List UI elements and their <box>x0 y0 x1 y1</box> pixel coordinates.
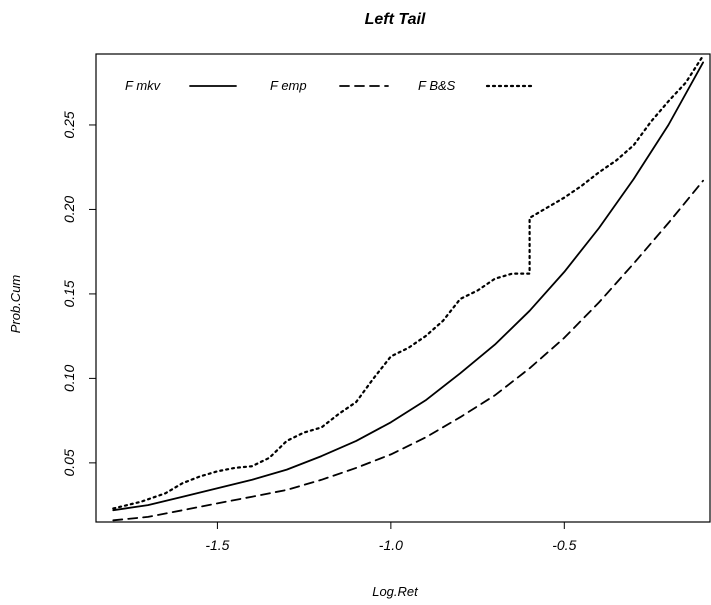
series-layer <box>112 54 705 522</box>
x-tick-label: -1.5 <box>205 537 229 553</box>
chart-title: Left Tail <box>365 11 426 28</box>
series-line-3 <box>112 54 705 510</box>
x-tick-label: -1.0 <box>379 537 403 553</box>
y-tick-label: 0.10 <box>61 365 77 392</box>
legend-label-3: F B&S <box>418 78 456 93</box>
legend-label-2: F emp <box>270 78 307 93</box>
y-tick-label: 0.15 <box>61 280 77 307</box>
y-tick-label: 0.25 <box>61 111 77 138</box>
series-line-1 <box>112 61 704 512</box>
x-axis-label: Log.Ret <box>372 584 419 599</box>
y-tick-label: 0.05 <box>61 449 77 476</box>
legend: F mkv F emp F B&S <box>125 78 535 93</box>
series-line-2 <box>112 179 704 522</box>
plot-frame <box>95 53 711 523</box>
y-tick-label: 0.20 <box>61 196 77 223</box>
y-axis: 0.05 0.10 0.15 0.20 0.25 <box>61 111 96 476</box>
y-axis-label: Prob.Cum <box>8 275 23 334</box>
x-tick-label: -0.5 <box>552 537 576 553</box>
legend-label-1: F mkv <box>125 78 162 93</box>
x-axis: -1.5 -1.0 -0.5 <box>205 522 577 553</box>
